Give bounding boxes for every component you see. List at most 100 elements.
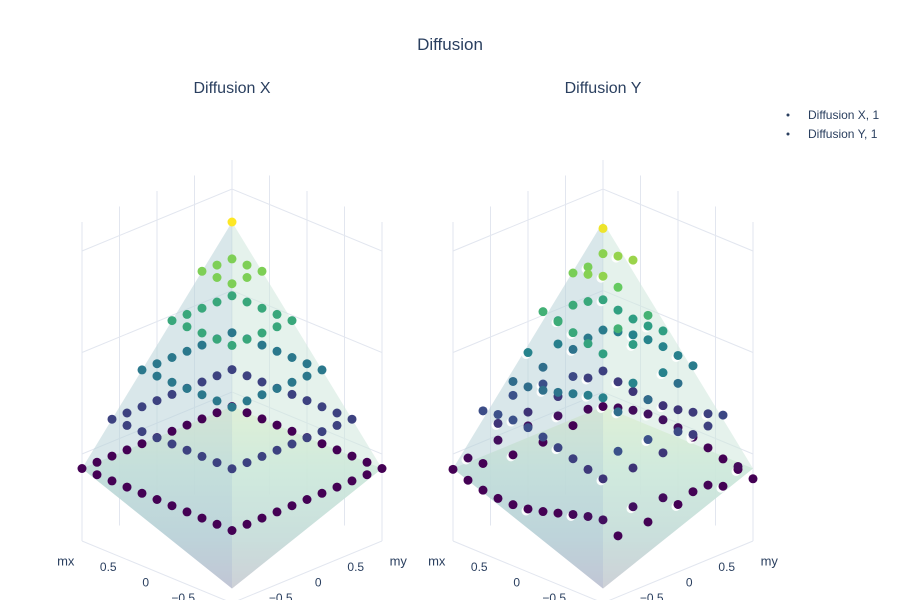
legend-marker bbox=[786, 132, 790, 136]
data-point bbox=[553, 387, 563, 397]
data-point bbox=[673, 427, 683, 437]
data-point bbox=[137, 402, 147, 412]
data-point bbox=[152, 495, 162, 504]
data-point bbox=[302, 359, 312, 369]
data-point bbox=[598, 393, 608, 403]
data-point bbox=[317, 402, 327, 412]
data-point bbox=[362, 470, 372, 480]
data-point bbox=[302, 495, 312, 504]
data-point bbox=[302, 371, 312, 381]
tick-label-my: 0.5 bbox=[718, 560, 735, 574]
scene-diffusion-y[interactable]: Diffusion Y −0.5 −0.5 0 0 0.5 0.5 my mx bbox=[428, 80, 778, 600]
legend-item-x[interactable]: Diffusion X, 1 bbox=[786, 108, 880, 122]
data-point bbox=[628, 405, 638, 415]
data-point bbox=[538, 385, 548, 395]
data-point bbox=[227, 402, 237, 412]
data-point bbox=[688, 361, 698, 371]
data-point bbox=[643, 310, 653, 320]
surface-patch bbox=[82, 222, 232, 589]
data-point bbox=[673, 405, 683, 415]
data-point bbox=[287, 316, 297, 326]
legend[interactable]: Diffusion X, 1 Diffusion Y, 1 bbox=[786, 108, 880, 141]
data-point bbox=[508, 390, 518, 400]
data-point bbox=[317, 365, 327, 375]
data-point bbox=[643, 395, 653, 405]
data-point bbox=[197, 328, 207, 338]
data-point bbox=[272, 322, 282, 332]
data-point bbox=[257, 328, 267, 338]
data-point bbox=[227, 328, 237, 338]
data-point bbox=[152, 396, 162, 406]
data-point bbox=[227, 254, 237, 264]
data-point bbox=[302, 433, 312, 443]
data-point bbox=[673, 350, 683, 360]
data-point bbox=[538, 379, 548, 389]
data-point bbox=[212, 260, 222, 270]
data-point bbox=[583, 511, 593, 521]
data-point bbox=[167, 377, 177, 387]
scene-diffusion-x[interactable]: Diffusion X −0.5 −0.5 0 0 0.5 0.5 my mx bbox=[57, 80, 407, 600]
data-point bbox=[613, 531, 623, 541]
data-point bbox=[212, 297, 222, 307]
data-point bbox=[197, 451, 207, 461]
data-point bbox=[583, 269, 593, 279]
data-point bbox=[493, 418, 503, 428]
data-point bbox=[673, 378, 683, 388]
data-point bbox=[598, 349, 608, 359]
data-point bbox=[613, 251, 623, 261]
markers bbox=[448, 223, 758, 541]
data-point bbox=[257, 451, 267, 461]
data-point bbox=[257, 377, 267, 387]
data-point bbox=[122, 445, 132, 455]
data-point bbox=[643, 517, 653, 527]
data-point bbox=[523, 504, 533, 514]
data-point bbox=[242, 371, 252, 381]
data-point bbox=[347, 414, 357, 424]
data-point bbox=[227, 291, 237, 301]
data-point bbox=[197, 303, 207, 313]
data-point bbox=[137, 365, 147, 375]
data-point bbox=[227, 279, 237, 289]
data-point bbox=[257, 266, 267, 276]
data-point bbox=[332, 482, 342, 492]
data-point bbox=[227, 464, 237, 474]
tick-label-mx: 0 bbox=[142, 576, 149, 590]
data-point bbox=[643, 435, 653, 445]
data-point bbox=[317, 427, 327, 437]
data-point bbox=[598, 271, 608, 281]
data-point bbox=[137, 439, 147, 449]
data-point bbox=[523, 348, 533, 358]
data-point bbox=[137, 488, 147, 498]
data-point bbox=[257, 303, 267, 313]
data-point bbox=[718, 454, 728, 464]
tick-label-my: −0.5 bbox=[640, 591, 664, 600]
data-point bbox=[347, 476, 357, 486]
ticks: −0.5 −0.5 0 0 0.5 0.5 bbox=[471, 560, 736, 600]
data-point bbox=[272, 346, 282, 356]
data-point bbox=[583, 373, 593, 383]
data-point bbox=[92, 457, 102, 467]
data-point bbox=[77, 464, 87, 473]
data-point bbox=[583, 297, 593, 307]
axis-title-mx: mx bbox=[57, 554, 75, 569]
data-point bbox=[152, 359, 162, 369]
data-point bbox=[287, 426, 297, 436]
data-point bbox=[152, 371, 162, 381]
data-point bbox=[628, 255, 638, 265]
legend-item-y[interactable]: Diffusion Y, 1 bbox=[786, 127, 878, 141]
data-point bbox=[598, 223, 608, 233]
tick-label-mx: 0.5 bbox=[471, 560, 488, 574]
data-point bbox=[658, 493, 668, 503]
data-point bbox=[658, 368, 668, 378]
data-point bbox=[583, 404, 593, 414]
data-point bbox=[287, 353, 297, 362]
data-point bbox=[478, 406, 488, 416]
data-point bbox=[703, 443, 713, 453]
data-point bbox=[362, 457, 372, 467]
data-point bbox=[643, 409, 653, 419]
surface bbox=[453, 222, 753, 589]
data-point bbox=[122, 420, 132, 430]
data-point bbox=[718, 481, 728, 491]
data-point bbox=[463, 453, 473, 463]
